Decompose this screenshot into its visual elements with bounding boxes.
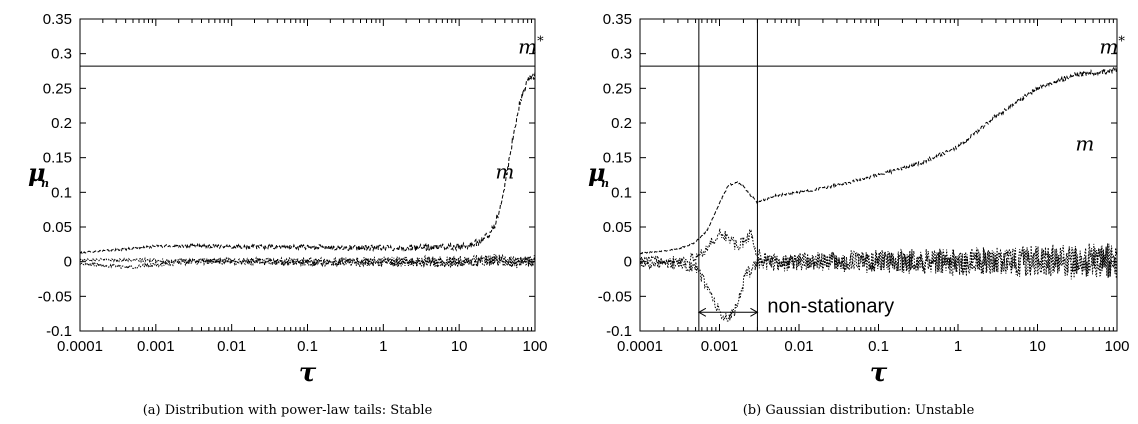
x-tick-label: 0.01 — [784, 338, 813, 355]
x-axis-label: τ — [870, 358, 888, 388]
data-series-3 — [79, 253, 536, 271]
y-axis-label-subscript: n — [41, 177, 49, 190]
y-tick-label: 0.05 — [603, 219, 632, 236]
x-tick-label: 100 — [522, 338, 547, 355]
y-tick-label: 0.05 — [43, 219, 72, 236]
data-series-1 — [639, 66, 1118, 255]
annotation-m-star: m* — [1099, 35, 1125, 59]
y-tick-label: 0.1 — [51, 184, 72, 201]
x-axis-label: τ — [299, 358, 317, 388]
x-tick-label: 0.01 — [217, 338, 246, 355]
y-tick-label: -0.1 — [46, 323, 72, 340]
y-tick-label: 0.2 — [51, 115, 72, 132]
y-tick-label: 0.3 — [611, 46, 632, 63]
annotation-superscript: * — [1118, 35, 1125, 50]
y-tick-label: 0.35 — [603, 11, 632, 28]
annotation-non-stationary: non-stationary — [767, 295, 894, 317]
annotation-text: m — [495, 159, 514, 183]
y-axis-label: μ — [28, 158, 46, 187]
x-tick-label: 1 — [954, 338, 962, 355]
y-tick-label: -0.05 — [38, 288, 72, 305]
annotation-superscript: * — [537, 35, 544, 50]
x-tick-label: 10 — [451, 338, 468, 355]
x-tick-label: 10 — [1029, 338, 1046, 355]
arrow-head-left — [697, 307, 707, 317]
arrow-head-right — [750, 307, 759, 317]
annotation-text: m — [1075, 132, 1094, 156]
x-tick-label: 0.001 — [701, 338, 739, 355]
y-tick-label: 0.35 — [43, 11, 72, 28]
y-tick-label: 0 — [64, 254, 72, 271]
data-series-2 — [639, 228, 1118, 278]
x-tick-label: 0.1 — [868, 338, 889, 355]
annotation-text: non-stationary — [767, 295, 894, 317]
data-series-3 — [639, 243, 1118, 323]
y-tick-label: 0.2 — [611, 115, 632, 132]
y-tick-label: 0.25 — [603, 80, 632, 97]
annotation-m: m — [495, 159, 514, 183]
chart-panel-b: -0.1 -0.05 0 0.05 0.1 0.15 0.2 0.25 0.3 0.35 0.000… — [588, 11, 1130, 418]
x-tick-label: 0.1 — [297, 338, 318, 355]
y-tick-label: -0.1 — [606, 323, 632, 340]
annotation-m-star: m* — [518, 35, 544, 59]
figure-caption: (b) Gaussian distribution: Unstable — [743, 403, 975, 418]
y-axis-label-subscript: n — [601, 177, 609, 190]
x-tick-label: 100 — [1104, 338, 1129, 355]
y-tick-label: 0 — [624, 254, 632, 271]
chart-panel-a: -0.1 -0.05 0 0.05 0.1 0.15 0.2 0.25 0.3 0.35 0.000… — [28, 11, 548, 418]
x-tick-label: 0.0001 — [617, 338, 663, 355]
annotation-text: m — [518, 35, 537, 59]
x-tick-label: 0.0001 — [57, 338, 103, 355]
x-tick-label: 1 — [379, 338, 387, 355]
x-tick-label: 0.001 — [137, 338, 175, 355]
y-tick-label: 0.15 — [43, 150, 72, 167]
y-tick-label: 0.3 — [51, 46, 72, 63]
data-series-1 — [79, 71, 536, 255]
y-tick-label: -0.05 — [598, 288, 632, 305]
y-tick-label: 0.1 — [611, 184, 632, 201]
figure-caption: (a) Distribution with power-law tails: S… — [143, 403, 433, 418]
y-tick-label: 0.25 — [43, 80, 72, 97]
annotation-m: m — [1075, 132, 1094, 156]
y-tick-label: 0.15 — [603, 150, 632, 167]
y-axis-label: μ — [588, 158, 606, 187]
annotation-text: m — [1099, 35, 1118, 59]
